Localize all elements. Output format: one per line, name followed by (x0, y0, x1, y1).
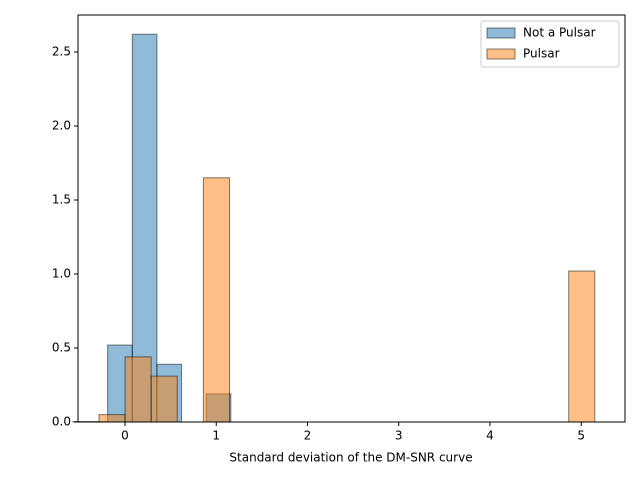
bar (203, 178, 229, 422)
legend-label: Not a Pulsar (523, 26, 596, 40)
x-tick-label: 4 (486, 429, 494, 443)
y-tick-label: 2.0 (52, 119, 71, 133)
legend-swatch (487, 49, 515, 59)
x-tick-label: 0 (121, 429, 129, 443)
bar (151, 376, 177, 422)
y-tick-label: 1.0 (52, 267, 71, 281)
y-tick-label: 0.0 (52, 415, 71, 429)
x-tick-label: 2 (304, 429, 312, 443)
x-tick-label: 3 (395, 429, 403, 443)
legend-swatch (487, 28, 515, 38)
bar (125, 357, 151, 422)
x-tick-label: 5 (577, 429, 585, 443)
bar (99, 415, 125, 422)
x-axis-label: Standard deviation of the DM-SNR curve (229, 451, 472, 465)
plot-frame (78, 15, 625, 422)
x-tick-label: 1 (212, 429, 220, 443)
legend-label: Pulsar (523, 47, 560, 61)
y-tick-label: 1.5 (52, 193, 71, 207)
y-tick-label: 0.5 (52, 341, 71, 355)
y-tick-label: 2.5 (52, 45, 71, 59)
bar (569, 271, 595, 422)
